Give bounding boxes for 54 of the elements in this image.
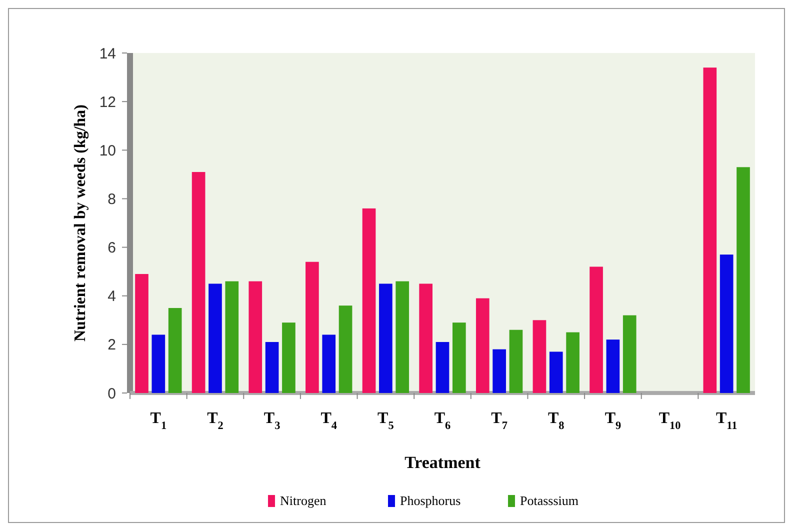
bar: [135, 274, 148, 393]
bar: [549, 352, 563, 393]
bar: [566, 332, 580, 393]
bar: [265, 342, 279, 393]
legend-label: Potasssium: [520, 493, 579, 508]
bar: [476, 298, 490, 393]
legend-label: Phosphorus: [400, 493, 461, 508]
y-tick-label: 2: [108, 336, 116, 354]
x-tick-label: T$_{11}$: [716, 410, 738, 432]
bar: [436, 342, 450, 393]
bar: [736, 167, 750, 393]
y-tick-label: 0: [108, 385, 116, 402]
x-tick-label: T$_{7}$: [491, 410, 508, 432]
bar: [362, 208, 376, 393]
bar: [168, 308, 182, 393]
y-tick-label: 12: [99, 94, 116, 111]
bar: [606, 340, 620, 393]
y-tick-label: 8: [108, 190, 116, 208]
bar: [306, 262, 319, 393]
bar: [248, 281, 262, 393]
bar: [396, 281, 410, 393]
x-tick-label: T$_{5}$: [378, 410, 394, 432]
x-tick-label: T$_{8}$: [548, 410, 565, 432]
x-tick-label: T$_{10}$: [658, 410, 682, 432]
y-tick-label: 10: [99, 142, 116, 160]
y-axis-title: Nutrient removal by weeds (kg/ha): [72, 104, 89, 342]
bar: [192, 172, 206, 393]
x-axis-title: Treatment: [404, 453, 481, 472]
bar: [720, 254, 734, 393]
x-tick-label: T$_{2}$: [207, 410, 224, 432]
bar: [492, 349, 506, 393]
y-tick-label: 14: [99, 45, 116, 62]
bar: [590, 266, 603, 393]
y-tick-label: 6: [108, 240, 116, 257]
bar: [379, 284, 392, 393]
legend-label: Nitrogen: [280, 493, 327, 508]
bar: [532, 320, 546, 393]
x-tick-label: T$_{6}$: [434, 410, 452, 432]
bar: [622, 315, 636, 393]
y-tick-label: 4: [108, 288, 116, 306]
bar: [208, 284, 222, 393]
bar: [452, 322, 466, 393]
bar: [152, 334, 166, 393]
x-tick-label: T$_{1}$: [150, 410, 167, 432]
bar: [419, 284, 432, 393]
bar: [703, 68, 717, 393]
bar: [338, 306, 352, 393]
bar: [509, 330, 523, 393]
x-tick-label: T$_{3}$: [264, 410, 281, 432]
bar: [225, 281, 239, 393]
bar: [282, 322, 296, 393]
x-tick-label: T$_{4}$: [320, 410, 338, 432]
x-tick-label: T$_{9}$: [604, 410, 622, 432]
bar: [322, 334, 336, 393]
